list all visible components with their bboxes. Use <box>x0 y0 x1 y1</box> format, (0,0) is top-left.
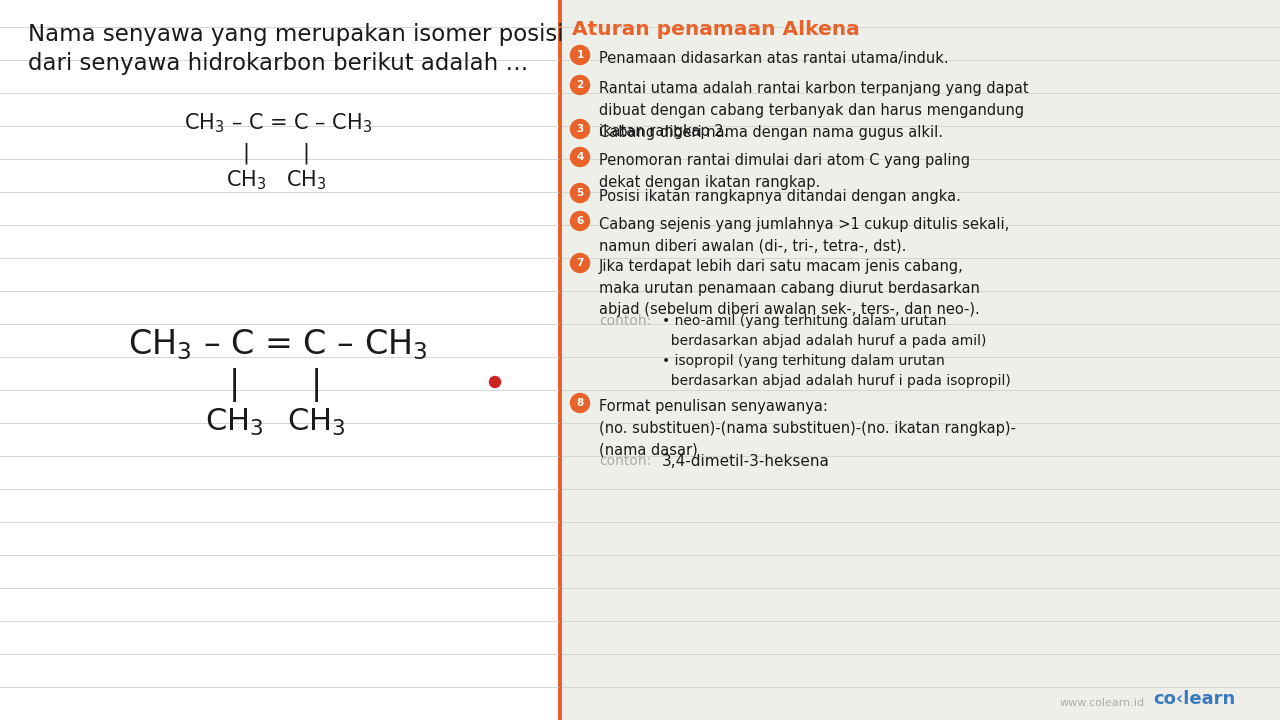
Text: 5: 5 <box>576 188 584 198</box>
Text: 4: 4 <box>576 152 584 162</box>
Text: 3,4-dimetil-3-heksena: 3,4-dimetil-3-heksena <box>662 454 829 469</box>
Text: |: | <box>310 368 321 402</box>
Text: CH$_3$ – C = C – CH$_3$: CH$_3$ – C = C – CH$_3$ <box>184 111 372 135</box>
Bar <box>558 0 562 720</box>
Text: Cabang diberi nama dengan nama gugus alkil.: Cabang diberi nama dengan nama gugus alk… <box>599 125 943 140</box>
Text: |: | <box>302 143 310 163</box>
Bar <box>0 0 558 720</box>
Circle shape <box>571 184 590 202</box>
Text: CH$_3$ – C = C – CH$_3$: CH$_3$ – C = C – CH$_3$ <box>128 328 428 362</box>
Text: |: | <box>242 143 250 163</box>
Circle shape <box>571 76 590 94</box>
Text: • neo-amil (yang terhitung dalam urutan
  berdasarkan abjad adalah huruf a pada : • neo-amil (yang terhitung dalam urutan … <box>662 314 1011 388</box>
Text: CH$_3$: CH$_3$ <box>285 168 326 192</box>
Text: 2: 2 <box>576 80 584 90</box>
Text: 7: 7 <box>576 258 584 268</box>
Text: |: | <box>228 368 239 402</box>
Text: 6: 6 <box>576 216 584 226</box>
Text: Penamaan didasarkan atas rantai utama/induk.: Penamaan didasarkan atas rantai utama/in… <box>599 51 948 66</box>
Text: CH$_3$: CH$_3$ <box>205 407 264 438</box>
Text: Penomoran rantai dimulai dari atom C yang paling
dekat dengan ikatan rangkap.: Penomoran rantai dimulai dari atom C yan… <box>599 153 970 189</box>
Text: Format penulisan senyawanya:
(no. substituen)-(nama substituen)-(no. ikatan rang: Format penulisan senyawanya: (no. substi… <box>599 399 1016 457</box>
Text: Jika terdapat lebih dari satu macam jenis cabang,
maka urutan penamaan cabang di: Jika terdapat lebih dari satu macam jeni… <box>599 259 980 318</box>
Circle shape <box>571 148 590 166</box>
Text: CH$_3$: CH$_3$ <box>225 168 266 192</box>
Text: contoh:: contoh: <box>599 454 652 468</box>
Text: Nama senyawa yang merupakan isomer posisi: Nama senyawa yang merupakan isomer posis… <box>28 23 563 46</box>
Text: Posisi ikatan rangkapnya ditandai dengan angka.: Posisi ikatan rangkapnya ditandai dengan… <box>599 189 961 204</box>
Circle shape <box>571 45 590 65</box>
Text: www.colearn.id: www.colearn.id <box>1060 698 1146 708</box>
Text: CH$_3$: CH$_3$ <box>287 407 346 438</box>
Circle shape <box>571 120 590 138</box>
Text: co‹learn: co‹learn <box>1153 690 1235 708</box>
Text: Rantai utama adalah rantai karbon terpanjang yang dapat
dibuat dengan cabang ter: Rantai utama adalah rantai karbon terpan… <box>599 81 1029 139</box>
Circle shape <box>571 253 590 272</box>
Text: 8: 8 <box>576 398 584 408</box>
Text: dari senyawa hidrokarbon berikut adalah …: dari senyawa hidrokarbon berikut adalah … <box>28 52 529 75</box>
Text: Aturan penamaan Alkena: Aturan penamaan Alkena <box>572 20 860 39</box>
Bar <box>562 0 1280 720</box>
Circle shape <box>571 212 590 230</box>
Text: 3: 3 <box>576 124 584 134</box>
Text: Cabang sejenis yang jumlahnya >1 cukup ditulis sekali,
namun diberi awalan (di-,: Cabang sejenis yang jumlahnya >1 cukup d… <box>599 217 1009 253</box>
Text: 1: 1 <box>576 50 584 60</box>
Circle shape <box>489 377 500 387</box>
Circle shape <box>571 394 590 413</box>
Text: contoh:: contoh: <box>599 314 652 328</box>
